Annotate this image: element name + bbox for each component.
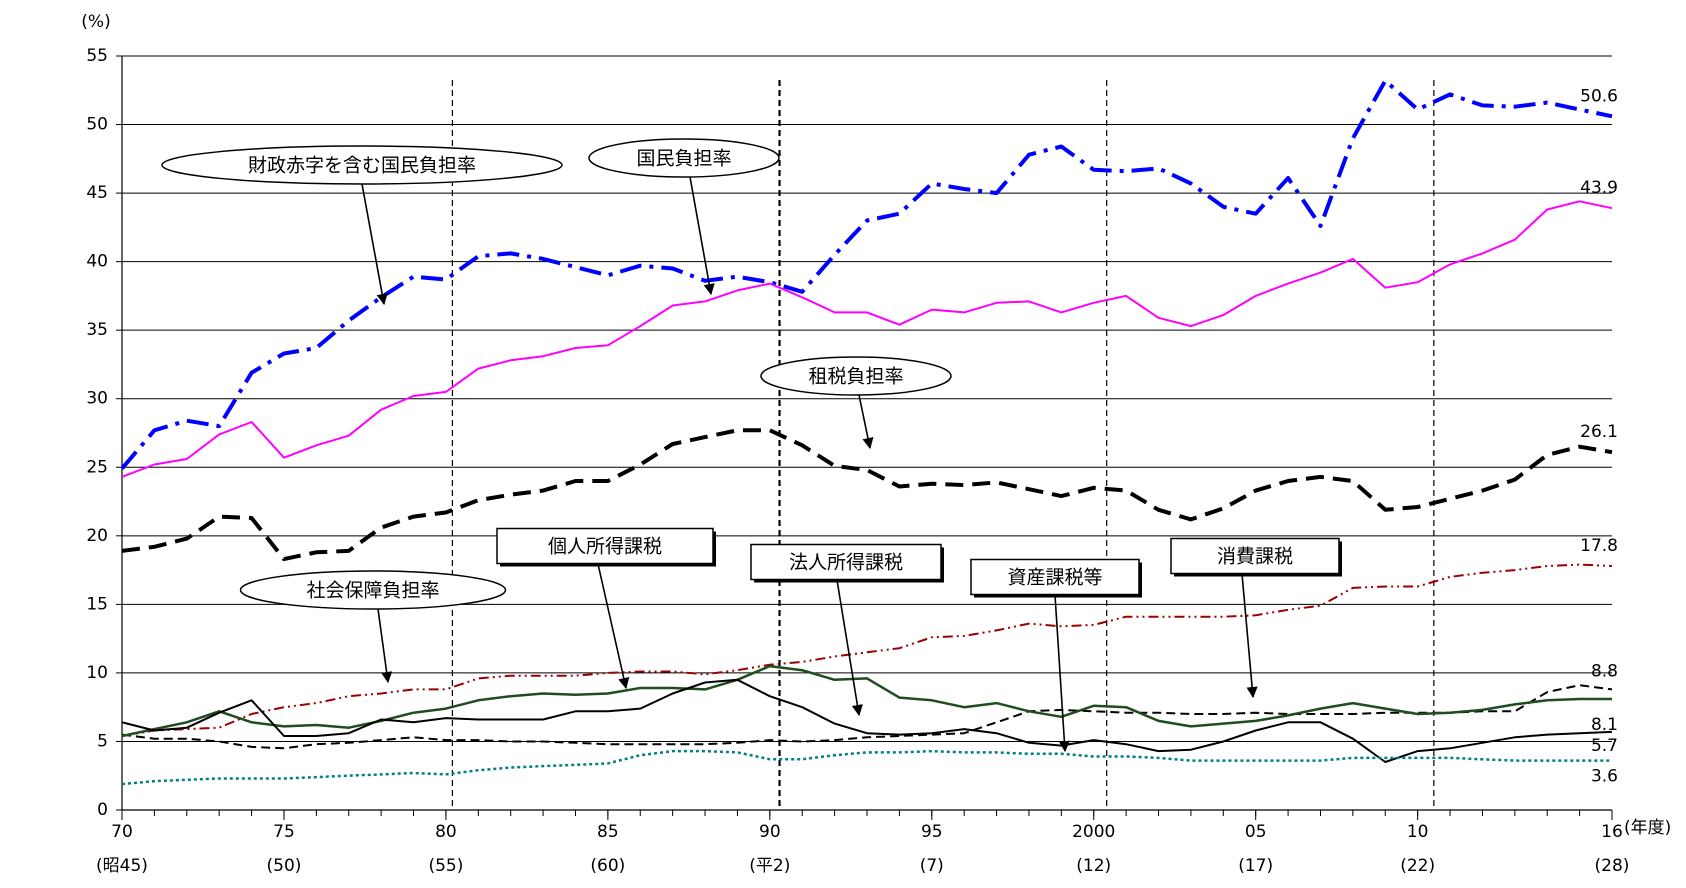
callout-arrow <box>597 563 630 690</box>
series-line <box>121 678 1613 763</box>
x-tick-label: 16 <box>1601 822 1623 842</box>
callout-box <box>750 543 942 581</box>
series-line <box>121 664 1612 738</box>
callout-label: 消費課税 <box>1217 546 1293 568</box>
callout-label: 社会保障負担率 <box>306 580 439 602</box>
y-tick-label: 40 <box>86 252 108 272</box>
end-value-label: 50.6 <box>1580 86 1618 106</box>
y-tick-label: 55 <box>86 46 108 66</box>
end-value-label: 5.7 <box>1591 736 1618 756</box>
y-tick-label: 0 <box>97 800 108 820</box>
callout-arrow <box>689 176 715 296</box>
x-tick-label: 90 <box>759 822 781 842</box>
series-line <box>121 749 1612 786</box>
end-value-label: 3.6 <box>1591 767 1618 787</box>
callout-ellipse <box>239 570 507 610</box>
x-tick-label: 85 <box>597 822 619 842</box>
end-value-label: 8.1 <box>1591 715 1618 735</box>
callout-label: 国民負担率 <box>636 148 731 170</box>
y-tick-label: 10 <box>86 663 108 683</box>
x-tick-label: 2000 <box>1072 822 1115 842</box>
x-tick-label: 10 <box>1407 822 1429 842</box>
y-tick-label: 5 <box>97 731 108 751</box>
callout-label: 法人所得課税 <box>789 552 903 574</box>
series-line <box>120 78 1613 470</box>
callout-arrow <box>1054 594 1070 753</box>
y-tick-label: 35 <box>86 320 108 340</box>
end-value-label: 43.9 <box>1580 178 1618 198</box>
callout-arrow <box>377 608 393 684</box>
x-tick-sublabel: (50) <box>267 856 302 876</box>
end-value-label: 8.8 <box>1591 661 1618 681</box>
series-line <box>121 684 1613 750</box>
x-tick-sublabel: (7) <box>920 856 944 876</box>
y-tick-label: 50 <box>86 115 108 135</box>
callout-box <box>970 558 1140 596</box>
callout-ellipse <box>588 138 780 178</box>
y-tick-label: 45 <box>86 183 108 203</box>
x-axis-label: (年度) <box>1624 818 1671 838</box>
y-axis-label: (%) <box>81 12 110 32</box>
callout-arrow <box>361 183 388 306</box>
x-tick-sublabel: (昭45) <box>96 856 148 876</box>
y-tick-label: 15 <box>86 594 108 614</box>
callout-arrow <box>1241 573 1258 699</box>
callout-box <box>496 527 714 565</box>
callout-label: 財政赤字を含む国民負担率 <box>248 155 476 177</box>
series-line <box>121 428 1613 562</box>
callout-arrow <box>836 579 863 717</box>
y-tick-label: 20 <box>86 526 108 546</box>
callout-label: 個人所得課税 <box>548 536 662 558</box>
end-value-label: 17.8 <box>1580 536 1618 556</box>
x-tick-sublabel: (17) <box>1238 856 1273 876</box>
callout-ellipse <box>760 356 952 396</box>
x-tick-label: 05 <box>1245 822 1267 842</box>
callout-ellipse <box>161 145 563 185</box>
x-tick-sublabel: (28) <box>1595 856 1630 876</box>
x-tick-label: 70 <box>111 822 133 842</box>
series-line <box>121 200 1613 478</box>
x-tick-label: 95 <box>921 822 943 842</box>
end-value-label: 26.1 <box>1580 422 1618 442</box>
callout-label: 資産課税等 <box>1007 567 1102 589</box>
y-tick-label: 25 <box>86 457 108 477</box>
callout-arrow <box>858 394 874 450</box>
x-tick-label: 75 <box>273 822 295 842</box>
x-tick-sublabel: (60) <box>590 856 625 876</box>
callout-box <box>1170 537 1340 575</box>
x-tick-label: 80 <box>435 822 457 842</box>
x-tick-sublabel: (22) <box>1400 856 1435 876</box>
callout-label: 租税負担率 <box>808 366 903 388</box>
series-line <box>121 563 1613 737</box>
x-tick-sublabel: (55) <box>428 856 463 876</box>
y-tick-label: 30 <box>86 389 108 409</box>
x-tick-sublabel: (12) <box>1076 856 1111 876</box>
x-tick-sublabel: (平2) <box>749 856 790 876</box>
